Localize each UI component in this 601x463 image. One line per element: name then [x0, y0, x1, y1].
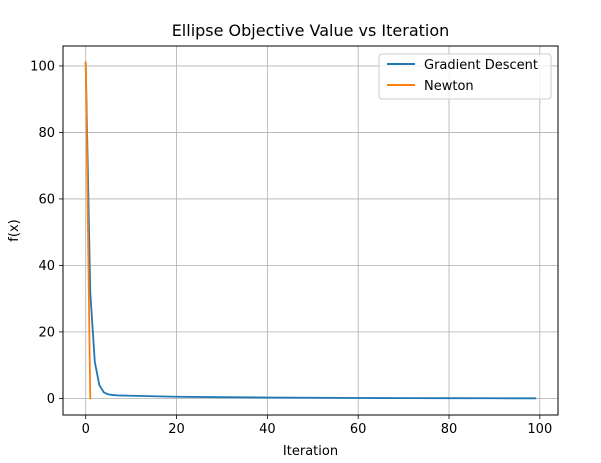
- chart-title: Ellipse Objective Value vs Iteration: [172, 21, 450, 40]
- axis-ticks: 0 20 40 60 80 100 0 20 40 60 80 100: [30, 59, 552, 437]
- x-tick-label: 20: [168, 422, 185, 437]
- series-line-newton: [84, 61, 92, 400]
- grid: [63, 46, 558, 415]
- x-tick-label: 60: [350, 422, 367, 437]
- series-line-gradient-descent: [84, 61, 537, 400]
- plot-area-frame: [62, 45, 559, 416]
- y-tick-label: 80: [38, 126, 55, 141]
- y-tick-label: 40: [38, 259, 55, 274]
- x-tick-label: 0: [82, 422, 90, 437]
- y-tick-label: 20: [38, 325, 55, 340]
- y-tick-label: 0: [47, 392, 55, 407]
- legend-label-newton: Newton: [424, 79, 474, 94]
- x-tick-label: 100: [527, 422, 552, 437]
- series-lines: [84, 61, 537, 400]
- legend: Gradient Descent Newton: [378, 53, 552, 100]
- x-axis-label: Iteration: [283, 444, 338, 459]
- y-axis-label: f(x): [7, 219, 22, 241]
- y-tick-label: 60: [38, 192, 55, 207]
- legend-label-gradient-descent: Gradient Descent: [424, 58, 538, 73]
- x-tick-label: 40: [259, 422, 276, 437]
- y-tick-label: 100: [30, 59, 55, 74]
- legend-box: [378, 53, 552, 100]
- x-tick-label: 80: [441, 422, 458, 437]
